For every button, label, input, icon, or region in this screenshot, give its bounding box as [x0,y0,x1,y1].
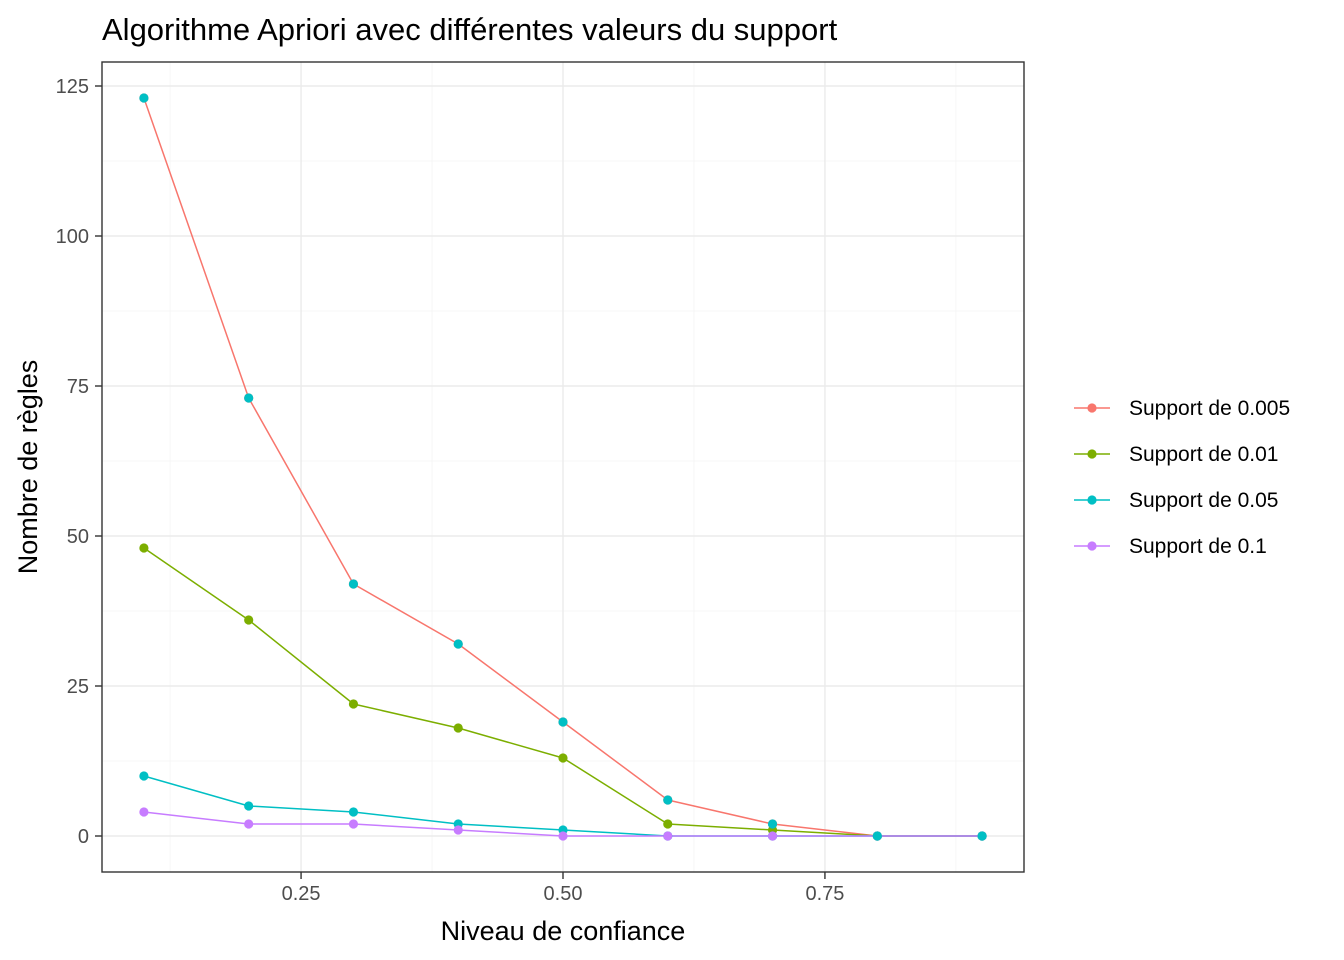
x-tick-label: 0.50 [544,883,583,905]
y-tick-label: 25 [67,676,89,698]
series-point-1 [453,723,463,733]
series-point-3 [663,831,673,841]
overlay-point [872,831,882,841]
overlay-point [139,93,149,103]
series-point-1 [348,699,359,709]
series-point-3 [453,825,463,835]
y-tick-label: 0 [78,826,89,848]
legend-key-point [1087,541,1097,551]
overlay-point [244,393,254,403]
y-tick-label: 125 [56,76,89,98]
legend-label: Support de 0.01 [1129,443,1278,466]
x-axis: 0.25 0.50 0.75 [282,872,844,905]
legend-key-point [1087,449,1097,459]
y-tick-label: 100 [56,226,89,248]
legend-key-point [1087,495,1097,505]
y-axis-title: Nombre de règles [13,360,43,575]
overlay-point [663,795,673,805]
y-tick-label: 75 [67,376,89,398]
series-point-3 [244,819,254,829]
series-point-2 [348,807,359,817]
legend-item-0: Support de 0.005 [1074,397,1290,420]
legend-label: Support de 0.05 [1129,489,1278,512]
grid [102,62,1024,872]
series-point-3 [767,831,778,841]
overlay-point [348,579,359,589]
legend-label: Support de 0.1 [1129,535,1267,558]
y-axis: 0 25 50 75 100 125 [56,76,102,848]
series-point-2 [244,801,254,811]
legend-item-1: Support de 0.01 [1074,443,1278,466]
series-point-1 [558,753,568,763]
x-axis-title: Niveau de confiance [441,916,686,946]
series-point-3 [139,807,149,817]
legend-item-3: Support de 0.1 [1074,535,1267,558]
series-point-1 [139,543,149,553]
overlay-point [558,717,568,727]
overlay-point [453,639,463,649]
series-point-3 [348,819,359,829]
y-tick-label: 50 [67,526,89,548]
series-point-3 [558,831,568,841]
legend-label: Support de 0.005 [1129,397,1290,420]
x-tick-label: 0.75 [805,883,844,905]
legend-key-point [1087,403,1097,413]
legend-item-2: Support de 0.05 [1074,489,1278,512]
legend: Support de 0.005 Support de 0.01 Support d… [1074,397,1290,558]
overlay-point [977,831,987,841]
series-point-1 [663,819,673,829]
x-tick-label: 0.25 [282,883,321,905]
chart-title: Algorithme Apriori avec différentes vale… [102,12,838,47]
series-point-2 [139,771,149,781]
series-point-1 [244,615,254,625]
series-points [139,93,987,841]
overlay-point [767,819,778,829]
